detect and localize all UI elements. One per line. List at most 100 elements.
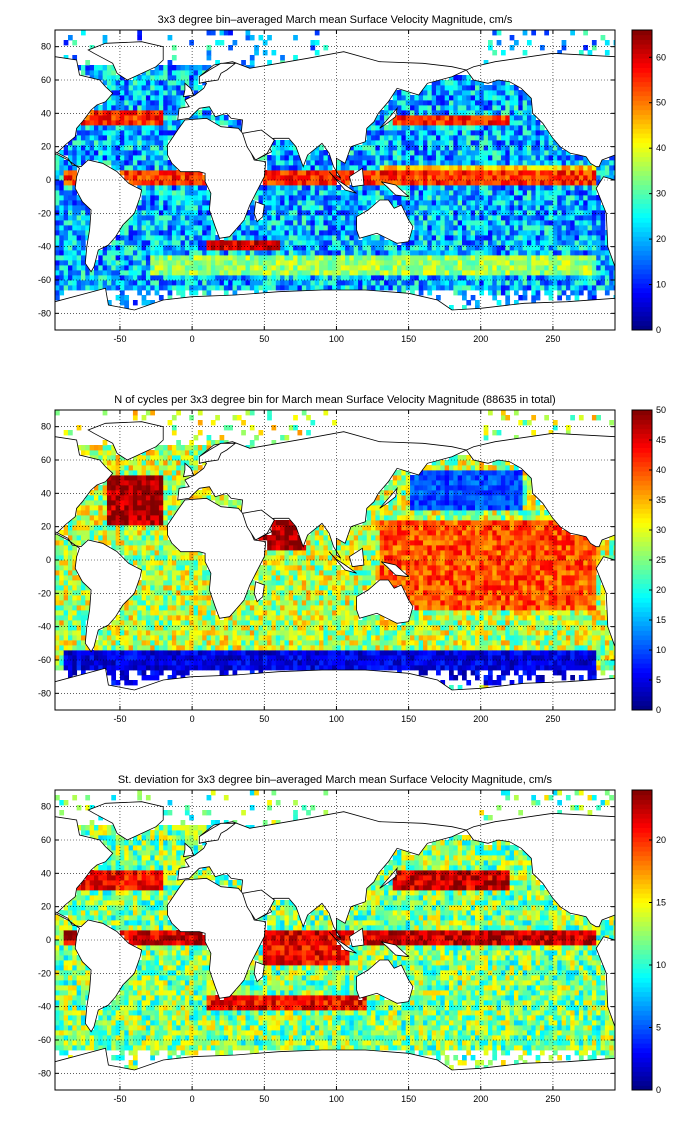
heatmap-cell bbox=[591, 295, 597, 301]
heatmap-cell bbox=[531, 185, 537, 191]
heatmap-cell bbox=[102, 455, 108, 461]
heatmap-cell bbox=[423, 195, 428, 201]
heatmap-cell bbox=[565, 250, 571, 256]
heatmap-cell bbox=[401, 245, 407, 251]
heatmap-cell bbox=[258, 265, 264, 271]
heatmap-cell bbox=[531, 240, 537, 246]
heatmap-cell bbox=[591, 285, 597, 291]
heatmap-cell bbox=[297, 240, 303, 246]
heatmap-cell bbox=[436, 255, 441, 261]
heatmap-cell bbox=[193, 75, 199, 81]
heatmap-cell bbox=[410, 210, 415, 216]
heatmap-cell bbox=[509, 240, 515, 246]
heatmap-cell bbox=[262, 240, 268, 246]
heatmap-cell bbox=[384, 280, 389, 286]
heatmap-cell bbox=[591, 215, 597, 221]
heatmap-cell bbox=[570, 220, 575, 226]
heatmap-cell bbox=[457, 195, 463, 201]
heatmap-cell bbox=[470, 210, 476, 216]
heatmap-cell bbox=[552, 230, 558, 236]
heatmap-cell bbox=[119, 650, 125, 656]
heatmap-cell bbox=[431, 135, 437, 141]
heatmap-cell bbox=[414, 185, 420, 191]
heatmap-cell bbox=[613, 275, 615, 281]
heatmap-cell bbox=[327, 220, 333, 226]
heatmap-cell bbox=[106, 665, 112, 671]
heatmap-cell bbox=[475, 170, 480, 176]
heatmap-cell bbox=[197, 200, 203, 206]
heatmap-cell bbox=[93, 280, 99, 286]
heatmap-cell bbox=[384, 105, 389, 111]
heatmap-cell bbox=[479, 115, 485, 121]
heatmap-cell bbox=[310, 270, 316, 276]
heatmap-cell bbox=[475, 190, 480, 196]
heatmap-cell bbox=[102, 35, 108, 41]
heatmap-cell bbox=[59, 585, 65, 591]
heatmap-cell bbox=[366, 180, 372, 186]
heatmap-cell bbox=[544, 205, 550, 211]
heatmap-cell bbox=[145, 190, 151, 196]
colorbar-step bbox=[632, 292, 652, 298]
heatmap-cell bbox=[336, 185, 342, 191]
heatmap-cell bbox=[453, 265, 459, 271]
heatmap-cell bbox=[293, 285, 298, 291]
heatmap-cell bbox=[141, 625, 147, 631]
heatmap-cell bbox=[145, 230, 151, 236]
heatmap-cell bbox=[202, 250, 207, 256]
heatmap-cell bbox=[531, 135, 537, 141]
heatmap-cell bbox=[557, 275, 562, 281]
heatmap-cell bbox=[80, 275, 86, 281]
heatmap-cell bbox=[102, 500, 108, 506]
heatmap-cell bbox=[449, 260, 454, 266]
heatmap-cell bbox=[80, 140, 86, 146]
heatmap-cell bbox=[59, 530, 65, 536]
heatmap-cell bbox=[132, 630, 138, 636]
heatmap-cell bbox=[453, 200, 459, 206]
heatmap-cell bbox=[539, 190, 545, 196]
heatmap-cell bbox=[193, 175, 199, 181]
heatmap-cell bbox=[219, 30, 225, 36]
heatmap-cell bbox=[462, 175, 467, 181]
heatmap-cell bbox=[145, 90, 151, 96]
heatmap-cell bbox=[340, 275, 346, 281]
heatmap-cell bbox=[457, 220, 463, 226]
heatmap-cell bbox=[236, 240, 242, 246]
heatmap-cell bbox=[111, 520, 117, 526]
heatmap-cell bbox=[548, 150, 554, 156]
heatmap-cell bbox=[132, 240, 138, 246]
heatmap-cell bbox=[552, 255, 558, 261]
heatmap-cell bbox=[163, 260, 168, 266]
heatmap-cell bbox=[526, 225, 532, 231]
heatmap-cell bbox=[466, 165, 472, 171]
heatmap-cell bbox=[340, 205, 346, 211]
heatmap-cell bbox=[366, 195, 372, 201]
heatmap-cell bbox=[323, 215, 329, 221]
heatmap-cell bbox=[583, 225, 588, 231]
heatmap-cell bbox=[193, 285, 199, 291]
heatmap-cell bbox=[483, 255, 489, 261]
heatmap-cell bbox=[111, 85, 117, 91]
heatmap-cell bbox=[375, 190, 381, 196]
heatmap-cell bbox=[392, 265, 398, 271]
heatmap-cell bbox=[55, 200, 60, 206]
heatmap-cell bbox=[496, 165, 502, 171]
heatmap-cell bbox=[76, 630, 82, 636]
heatmap-cell bbox=[340, 220, 346, 226]
heatmap-cell bbox=[526, 125, 532, 131]
heatmap-cell bbox=[423, 160, 428, 166]
heatmap-cell bbox=[236, 125, 242, 131]
heatmap-cell bbox=[102, 155, 108, 161]
heatmap-cell bbox=[141, 600, 147, 606]
heatmap-cell bbox=[362, 240, 368, 246]
heatmap-cell bbox=[258, 185, 264, 191]
heatmap-cell bbox=[63, 555, 69, 561]
heatmap-cell bbox=[600, 215, 606, 221]
heatmap-cell bbox=[535, 170, 541, 176]
heatmap-cell bbox=[327, 185, 333, 191]
heatmap-cell bbox=[583, 240, 588, 246]
heatmap-cell bbox=[531, 140, 537, 146]
heatmap-cell bbox=[375, 180, 381, 186]
heatmap-cell bbox=[206, 205, 212, 211]
heatmap-cell bbox=[293, 175, 298, 181]
heatmap-cell bbox=[85, 615, 91, 621]
